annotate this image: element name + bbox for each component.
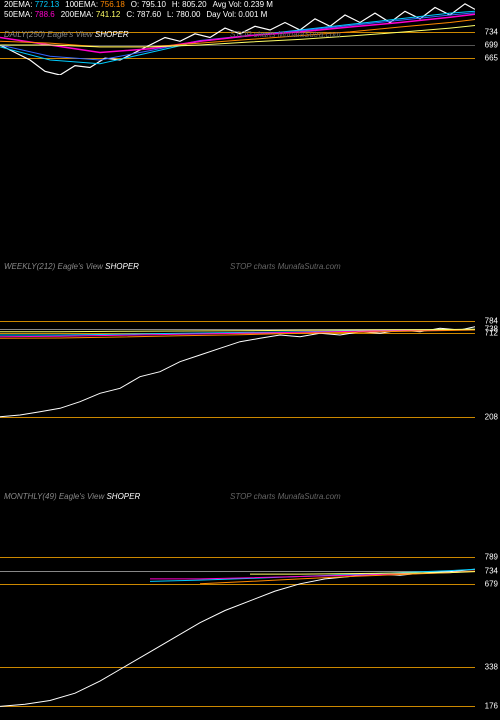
y-axis-label: 338 bbox=[485, 662, 498, 671]
y-axis-label: 789 bbox=[485, 553, 498, 562]
chart-caption-suffix: STOP charts MunafaSutra.com bbox=[230, 262, 341, 271]
y-axis-label: 712 bbox=[485, 329, 498, 338]
info-item: 100EMA: 756.18 bbox=[65, 0, 125, 9]
chart-caption: MONTHLY(49) Eagle's View SHOPER bbox=[4, 492, 140, 501]
info-item: L: 780.00 bbox=[167, 10, 200, 19]
chart-panel: 784738712208 bbox=[0, 310, 500, 430]
y-axis-label: 734 bbox=[485, 566, 498, 575]
chart-svg bbox=[0, 540, 475, 720]
y-axis-label: 208 bbox=[485, 413, 498, 422]
info-item: 20EMA: 772.13 bbox=[4, 0, 59, 9]
chart-caption: DAILY(250) Eagle's View SHOPER bbox=[4, 30, 129, 39]
chart-caption-suffix: STOP charts MunafaSutra.com bbox=[230, 492, 341, 501]
info-item: Avg Vol: 0.239 M bbox=[213, 0, 273, 9]
info-item: H: 805.20 bbox=[172, 0, 207, 9]
y-axis-label: 699 bbox=[485, 41, 498, 50]
info-line-2: 50EMA: 788.6 200EMA: 741.12 C: 787.60 L: 78… bbox=[4, 10, 273, 19]
y-axis-label: 176 bbox=[485, 702, 498, 711]
info-item: Day Vol: 0.001 M bbox=[206, 10, 267, 19]
y-axis-label: 665 bbox=[485, 54, 498, 63]
chart-caption: WEEKLY(212) Eagle's View SHOPER bbox=[4, 262, 139, 271]
chart-svg bbox=[0, 310, 475, 430]
info-item: C: 787.60 bbox=[126, 10, 161, 19]
info-item: O: 795.10 bbox=[131, 0, 166, 9]
y-axis-label: 679 bbox=[485, 580, 498, 589]
info-item: 200EMA: 741.12 bbox=[61, 10, 121, 19]
chart-panel: 789 734 679 338 176 bbox=[0, 540, 500, 720]
series-line bbox=[0, 569, 475, 706]
y-axis-label: 734 bbox=[485, 28, 498, 37]
chart-caption-suffix: STOP charts MunafaSutra.com bbox=[230, 30, 341, 39]
series-line bbox=[150, 569, 475, 581]
info-line-1: 20EMA: 772.13 100EMA: 756.18 O: 795.10 H: 8… bbox=[4, 0, 279, 9]
series-line bbox=[0, 327, 475, 417]
info-item: 50EMA: 788.6 bbox=[4, 10, 55, 19]
